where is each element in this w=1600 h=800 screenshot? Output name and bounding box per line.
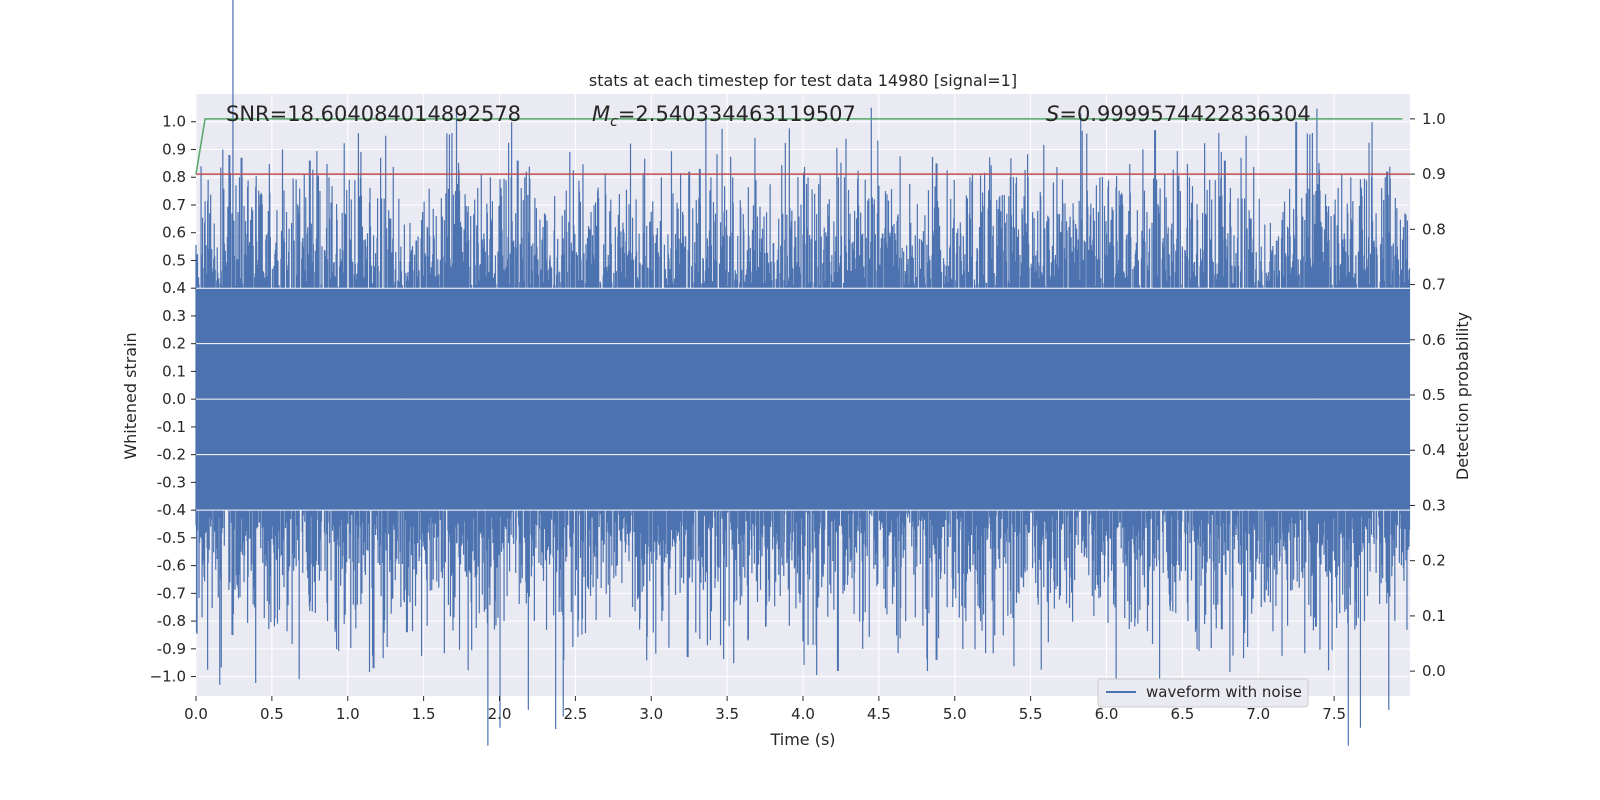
y-tick-label: 0.0 bbox=[162, 390, 186, 408]
y2-tick-label: 0.2 bbox=[1422, 552, 1446, 570]
y-tick-label: 0.2 bbox=[162, 335, 186, 353]
chart-title: stats at each timestep for test data 149… bbox=[589, 71, 1017, 90]
x-tick-label: 2.5 bbox=[563, 705, 587, 723]
snr-annotation: SNR=18.604084014892578 bbox=[226, 102, 521, 126]
y2-tick-label: 0.8 bbox=[1422, 220, 1446, 238]
y-tick-label: -0.6 bbox=[157, 557, 186, 575]
y2-tick-label: 1.0 bbox=[1422, 110, 1446, 128]
x-tick-label: 6.5 bbox=[1170, 705, 1194, 723]
y2-tick-label: 0.5 bbox=[1422, 386, 1446, 404]
y-tick-label: -0.5 bbox=[157, 529, 186, 547]
y-tick-label: 0.5 bbox=[162, 251, 186, 269]
y-tick-label: -0.2 bbox=[157, 446, 186, 464]
y-tick-label: 0.3 bbox=[162, 307, 186, 325]
score-value: =0.9999574422836304 bbox=[1059, 102, 1310, 126]
y2-tick-label: 0.9 bbox=[1422, 165, 1446, 183]
x-tick-label: 1.0 bbox=[336, 705, 360, 723]
y-tick-label: 0.8 bbox=[162, 168, 186, 186]
y2-tick-label: 0.3 bbox=[1422, 496, 1446, 514]
y-axis-ticks: 1.0 0.9 0.8 0.7 0.6 0.5 0.4 0.3 0.2 0.1 0.0 -0.1 -0.… bbox=[150, 113, 196, 686]
x-tick-label: 4.5 bbox=[867, 705, 891, 723]
y-tick-label: −1.0 bbox=[150, 668, 186, 686]
x-tick-label: 5.5 bbox=[1019, 705, 1043, 723]
y-tick-label: -0.3 bbox=[157, 473, 186, 491]
x-tick-label: 7.0 bbox=[1246, 705, 1270, 723]
x-axis-label: Time (s) bbox=[769, 730, 835, 749]
y-axis-label: Whitened strain bbox=[121, 332, 140, 459]
y-tick-label: 0.6 bbox=[162, 224, 186, 242]
y-tick-label: 0.4 bbox=[162, 279, 186, 297]
legend-label: waveform with noise bbox=[1146, 683, 1302, 701]
x-axis-ticks: 0.0 0.5 1.0 1.5 2.0 2.5 3.0 3.5 4.0 4.5 5.0 5.5 6.0 6… bbox=[184, 696, 1346, 723]
y-tick-label: -0.9 bbox=[157, 640, 186, 658]
legend: waveform with noise bbox=[1097, 678, 1309, 708]
x-tick-label: 2.0 bbox=[488, 705, 512, 723]
y2-axis-label: Detection probability bbox=[1453, 312, 1472, 480]
score-annotation: S=0.9999574422836304 bbox=[1046, 102, 1311, 126]
y-tick-label: 1.0 bbox=[162, 113, 186, 131]
chirp-mass-subscript: c bbox=[610, 114, 618, 130]
waveform-series bbox=[195, 0, 1411, 746]
y2-tick-label: 0.1 bbox=[1422, 607, 1446, 625]
x-tick-label: 5.0 bbox=[943, 705, 967, 723]
x-tick-label: 3.0 bbox=[639, 705, 663, 723]
x-tick-label: 1.5 bbox=[412, 705, 436, 723]
y2-axis-ticks: 1.0 0.9 0.8 0.7 0.6 0.5 0.4 0.3 0.2 0.1 0.0 bbox=[1410, 110, 1446, 680]
y-tick-label: 0.9 bbox=[162, 140, 186, 158]
y-tick-label: 0.7 bbox=[162, 196, 186, 214]
x-tick-label: 7.5 bbox=[1322, 705, 1346, 723]
y2-tick-label: 0.6 bbox=[1422, 331, 1446, 349]
chirp-mass-annotation: Mc=2.540334463119507 bbox=[592, 102, 856, 130]
y2-tick-label: 0.4 bbox=[1422, 441, 1446, 459]
x-tick-label: 4.0 bbox=[791, 705, 815, 723]
y2-tick-label: 0.7 bbox=[1422, 276, 1446, 294]
x-tick-label: 6.0 bbox=[1095, 705, 1119, 723]
chirp-mass-symbol: M bbox=[592, 102, 610, 126]
y-tick-label: -0.1 bbox=[157, 418, 186, 436]
y-tick-label: -0.4 bbox=[157, 501, 186, 519]
detection-probability-line bbox=[195, 118, 1403, 175]
x-tick-label: 0.5 bbox=[260, 705, 284, 723]
legend-box bbox=[1097, 678, 1309, 708]
x-tick-label: 0.0 bbox=[184, 705, 208, 723]
y-tick-label: 0.1 bbox=[162, 362, 186, 380]
score-symbol: S bbox=[1046, 102, 1059, 126]
y2-tick-label: 0.0 bbox=[1422, 662, 1446, 680]
x-tick-label: 3.5 bbox=[715, 705, 739, 723]
chirp-mass-value: =2.540334463119507 bbox=[618, 102, 856, 126]
y-tick-label: -0.8 bbox=[157, 612, 186, 630]
y-tick-label: -0.7 bbox=[157, 584, 186, 602]
